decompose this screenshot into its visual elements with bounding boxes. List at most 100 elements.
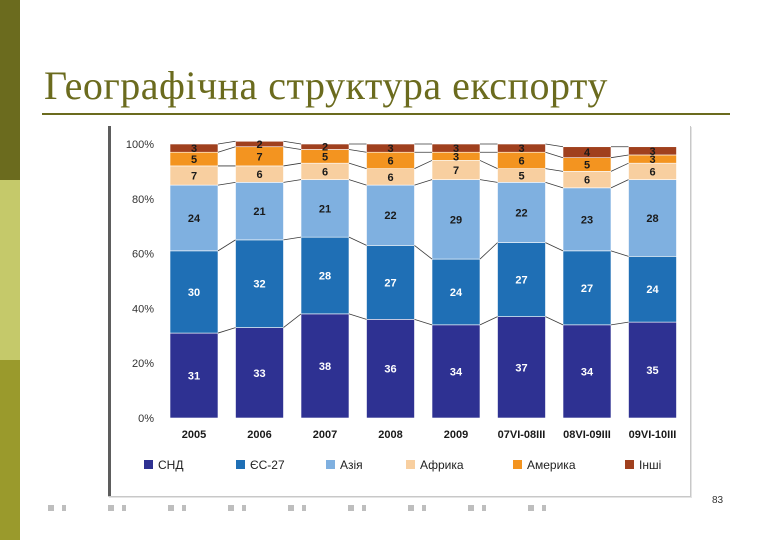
bar-segment — [431, 258, 481, 326]
data-label: 6 — [649, 166, 655, 178]
bar-segment — [235, 182, 284, 241]
bar-segment — [431, 179, 481, 260]
data-label: 6 — [584, 175, 590, 187]
bar-segment — [169, 250, 219, 334]
series-connector-line — [610, 250, 629, 257]
legend-label: Азія — [340, 458, 363, 472]
series-connector-line — [610, 179, 629, 189]
data-label: 33 — [253, 368, 265, 380]
legend-swatch — [513, 460, 522, 469]
sidebar-decoration-bottom — [0, 360, 20, 540]
bar-segment — [300, 236, 350, 315]
bar-segment — [628, 256, 677, 323]
bar-segment — [300, 313, 350, 419]
legend-swatch — [236, 460, 245, 469]
series-connector-line — [610, 321, 629, 326]
data-label: 36 — [384, 364, 396, 376]
series-connector-line — [348, 179, 367, 186]
stacked-bar-chart: 0%20%40%60%80%100%3130247532005333221672… — [126, 139, 677, 472]
series-connector-line — [348, 162, 367, 170]
bar-segment — [366, 245, 415, 320]
y-tick-label: 20% — [132, 358, 154, 370]
data-label: 3 — [453, 151, 459, 163]
x-tick-label: 2009 — [444, 429, 468, 441]
series-connector-line — [545, 242, 564, 252]
series-connector-line — [348, 313, 367, 320]
series-connector-line — [545, 168, 564, 172]
series-connector-line — [479, 160, 498, 170]
data-label: 22 — [384, 210, 396, 222]
y-tick-label: 40% — [132, 303, 154, 315]
data-label: 24 — [188, 213, 201, 225]
series-connector-line — [283, 146, 302, 150]
data-label: 27 — [384, 277, 396, 289]
data-label: 4 — [584, 147, 591, 159]
slide-title: Географічна структура експорту — [44, 63, 608, 108]
data-label: 29 — [450, 214, 462, 226]
bar-segment — [169, 143, 219, 153]
bar-segment — [497, 143, 546, 153]
bar-segment — [366, 184, 415, 246]
legend-label: Африка — [420, 458, 464, 472]
chart-panel-edge — [108, 126, 111, 496]
legend-label: Америка — [527, 458, 576, 472]
series-connector-line — [217, 140, 236, 145]
y-tick-label: 100% — [126, 139, 154, 151]
legend-swatch — [326, 460, 335, 469]
chart-panel: 0% 20% 40% 60% 80% 100% 31 30 24 7 5 3 2005 33 32 21 6 7 2… — [108, 126, 691, 497]
series-connector-line — [610, 162, 629, 172]
x-tick-label: 07VI-08III — [498, 429, 546, 441]
data-label: 5 — [518, 171, 524, 183]
series-connector-line — [479, 242, 498, 260]
series-connector-line — [217, 181, 236, 186]
series-connector-line — [414, 179, 433, 186]
data-label: 21 — [253, 206, 265, 218]
data-label: 5 — [322, 151, 328, 163]
data-label: 32 — [253, 279, 265, 291]
series-connector-line — [283, 162, 302, 167]
legend-swatch — [406, 460, 415, 469]
series-connector-line — [545, 151, 564, 159]
data-label: 6 — [387, 172, 393, 184]
data-label: 21 — [319, 203, 331, 215]
data-label: 27 — [515, 275, 527, 287]
bar-segment — [300, 143, 350, 150]
bar-segment — [562, 187, 612, 252]
y-tick-label: 80% — [132, 194, 154, 206]
series-connector-line — [283, 179, 302, 183]
data-label: 3 — [387, 143, 393, 155]
data-label: 3 — [191, 143, 197, 155]
bar-segment — [497, 316, 546, 419]
y-tick-label: 60% — [132, 249, 154, 261]
data-label: 34 — [450, 366, 463, 378]
legend-swatch — [625, 460, 634, 469]
data-label: 2 — [256, 139, 262, 151]
data-label: 27 — [581, 283, 593, 295]
legend-label: Інші — [639, 458, 661, 472]
data-label: 38 — [319, 361, 331, 373]
series-connector-line — [414, 245, 433, 260]
bar-segment — [562, 324, 612, 419]
data-label: 30 — [188, 287, 200, 299]
data-label: 24 — [646, 284, 659, 296]
legend-swatch — [144, 460, 153, 469]
data-label: 31 — [188, 371, 200, 383]
data-label: 23 — [581, 214, 593, 226]
sidebar-decoration-top — [0, 0, 20, 180]
data-label: 6 — [322, 166, 328, 178]
x-tick-label: 2008 — [378, 429, 402, 441]
data-label: 3 — [649, 154, 655, 166]
x-tick-label: 09VI-10III — [629, 429, 677, 441]
sidebar-decoration-middle — [0, 180, 20, 360]
data-label: 34 — [581, 366, 594, 378]
data-label: 24 — [450, 287, 463, 299]
legend-label: ЄС-27 — [250, 458, 285, 472]
bar-segment — [497, 182, 546, 243]
data-label: 6 — [256, 169, 262, 181]
series-connector-line — [217, 327, 236, 334]
page-number: 83 — [712, 495, 724, 506]
bar-segment — [366, 319, 415, 419]
data-label: 3 — [518, 143, 524, 155]
data-label: 7 — [256, 151, 262, 163]
x-tick-label: 2007 — [313, 429, 337, 441]
